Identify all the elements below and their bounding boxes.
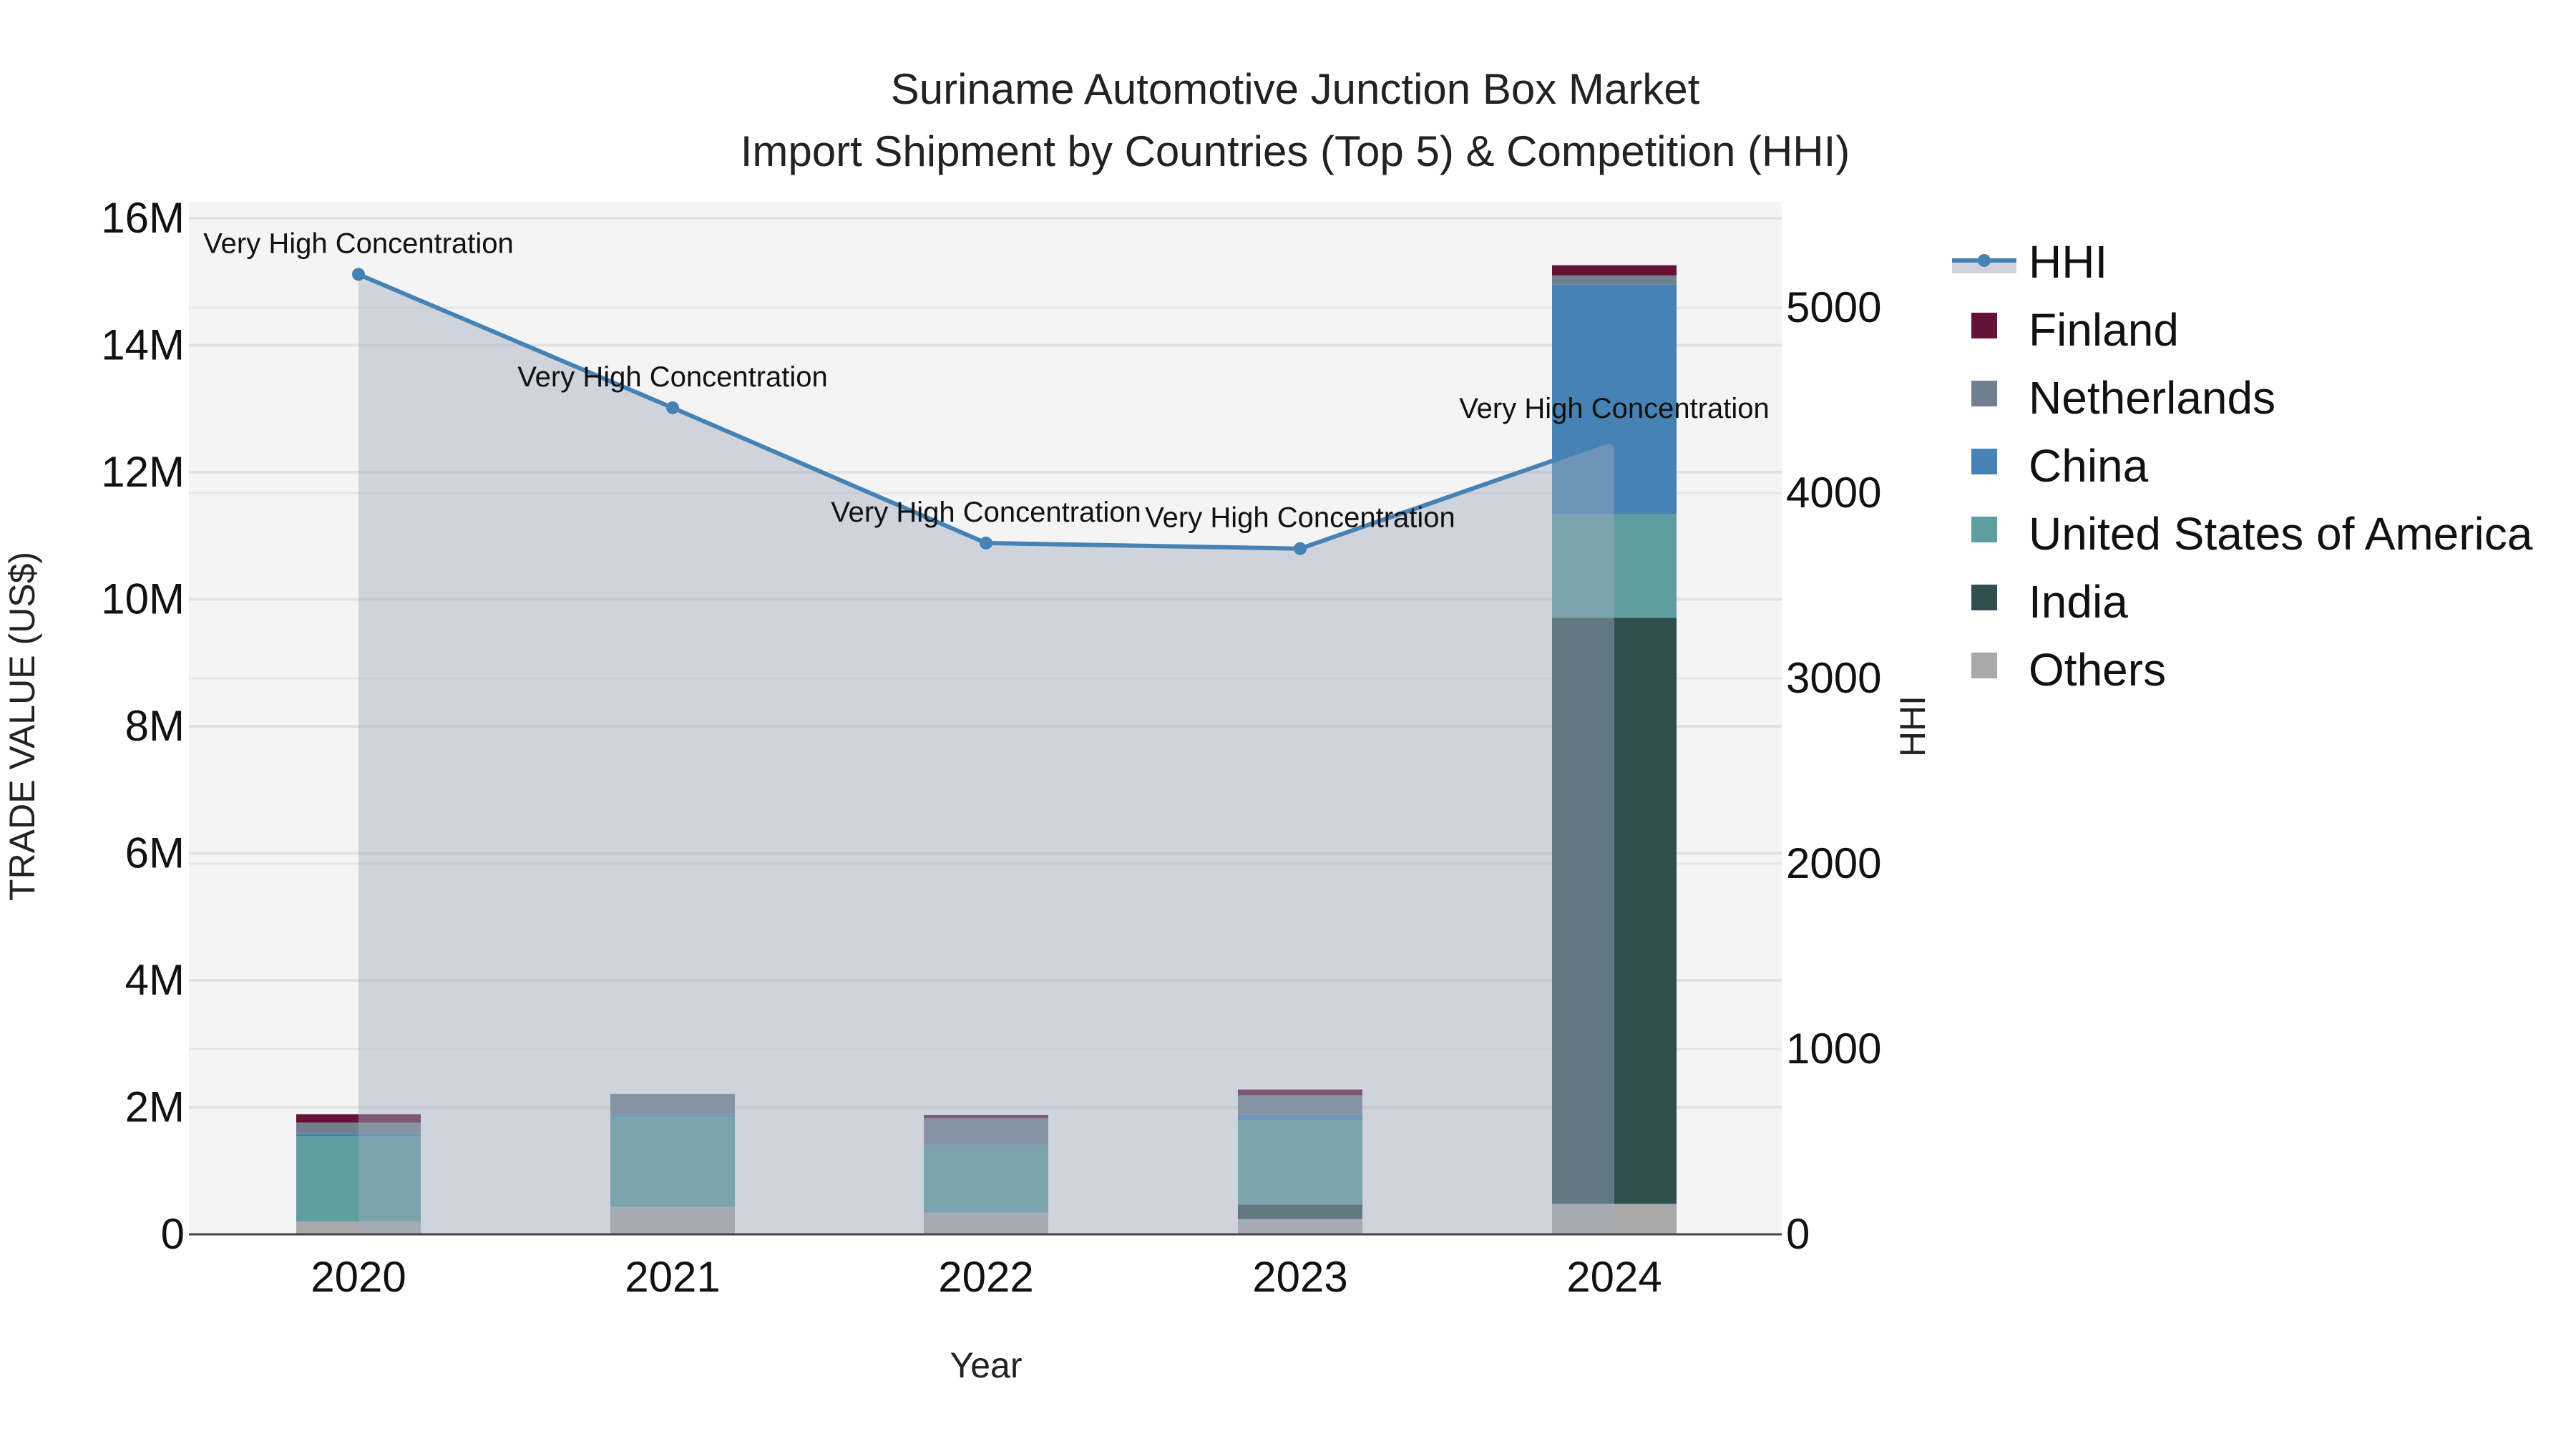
x-tick-label: 2023 xyxy=(1252,1253,1347,1301)
y-left-tick-label: 0 xyxy=(161,1210,185,1258)
bar-segment-others[interactable] xyxy=(610,1206,735,1234)
bar-segment-others[interactable] xyxy=(1552,1204,1677,1234)
hhi-marker[interactable] xyxy=(980,536,992,550)
y-axis-right-ticks: 0 1000 2000 3000 4000 5000 xyxy=(1786,283,1881,1258)
hhi-marker[interactable] xyxy=(666,401,679,414)
legend-item-hhi[interactable]: HHI xyxy=(1952,236,2107,288)
y-left-tick-label: 12M xyxy=(101,448,185,496)
chart-title-line2: Import Shipment by Countries (Top 5) & C… xyxy=(741,127,1850,175)
y-left-tick-label: 8M xyxy=(125,702,185,750)
plot-area xyxy=(189,202,1782,1234)
bar-segment-china[interactable] xyxy=(296,1133,421,1137)
legend-item-finland[interactable]: Finland xyxy=(1971,304,2179,356)
bar-segment-netherlands[interactable] xyxy=(296,1122,421,1134)
legend-label: Netherlands xyxy=(2029,372,2275,424)
x-tick-label: 2024 xyxy=(1566,1253,1662,1301)
y-axis-left-ticks: 0 2M 4M 6M 8M 10M 12M 14M 16M xyxy=(101,194,185,1258)
bar-segment-united-states-of-america[interactable] xyxy=(610,1116,735,1207)
bar-segment-united-states-of-america[interactable] xyxy=(924,1145,1048,1213)
legend-marker-icon xyxy=(1978,254,1991,267)
x-tick-label: 2022 xyxy=(938,1253,1033,1301)
legend-swatch-icon xyxy=(1971,313,1997,338)
hhi-marker[interactable] xyxy=(1608,432,1621,446)
hhi-marker[interactable] xyxy=(352,268,365,281)
bar-segment-china[interactable] xyxy=(1552,284,1677,514)
y-left-tick-label: 2M xyxy=(125,1083,185,1131)
bar-segment-netherlands[interactable] xyxy=(924,1118,1048,1145)
x-tick-label: 2020 xyxy=(311,1253,406,1301)
bar-segment-finland[interactable] xyxy=(1238,1089,1362,1096)
legend-label: China xyxy=(2029,440,2149,492)
y-left-tick-label: 14M xyxy=(101,321,185,369)
legend-item-india[interactable]: India xyxy=(1971,576,2128,628)
x-tick-label: 2021 xyxy=(625,1253,720,1301)
hhi-marker[interactable] xyxy=(1294,542,1307,555)
bar-segment-netherlands[interactable] xyxy=(610,1093,735,1115)
hhi-annotation: Very High Concentration xyxy=(517,361,828,393)
bar-segment-others[interactable] xyxy=(1238,1219,1362,1234)
legend-item-china[interactable]: China xyxy=(1971,440,2149,492)
bar-segment-china[interactable] xyxy=(924,1144,1048,1146)
bar-segment-india[interactable] xyxy=(1552,618,1677,1204)
y-right-tick-label: 0 xyxy=(1786,1210,1810,1258)
bar-segment-united-states-of-america[interactable] xyxy=(296,1136,421,1222)
legend-label: Finland xyxy=(2029,304,2179,356)
legend-label: Others xyxy=(2029,644,2166,696)
bar-segment-united-states-of-america[interactable] xyxy=(1552,514,1677,618)
x-axis-ticks: 2020 2021 2022 2023 2024 xyxy=(311,1253,1662,1301)
legend-label: United States of America xyxy=(2029,508,2533,560)
legend-item-others[interactable]: Others xyxy=(1971,644,2166,696)
bar-segment-others[interactable] xyxy=(924,1212,1048,1234)
bar-segment-others[interactable] xyxy=(296,1221,421,1234)
legend-item-united-states-of-america[interactable]: United States of America xyxy=(1971,508,2533,560)
stacked-bars xyxy=(296,265,1677,1234)
y-right-tick-label: 3000 xyxy=(1786,654,1881,702)
legend-swatch-icon xyxy=(1971,585,1997,610)
legend-label: HHI xyxy=(2029,236,2107,288)
y-right-tick-label: 1000 xyxy=(1786,1025,1881,1073)
legend-label: India xyxy=(2029,576,2128,628)
bar-segment-united-states-of-america[interactable] xyxy=(1238,1120,1362,1205)
y-right-tick-label: 2000 xyxy=(1786,839,1881,887)
y-right-tick-label: 4000 xyxy=(1786,469,1881,517)
hhi-annotation: Very High Concentration xyxy=(831,497,1141,528)
y-left-tick-label: 10M xyxy=(101,575,185,623)
bar-segment-china[interactable] xyxy=(610,1114,735,1116)
hhi-annotation: Very High Concentration xyxy=(1459,393,1770,424)
legend: HHI Finland Netherlands China United States … xyxy=(1952,236,2533,696)
legend-swatch-icon xyxy=(1971,449,1997,474)
hhi-annotation: Very High Concentration xyxy=(203,228,514,259)
bar-segment-netherlands[interactable] xyxy=(1238,1095,1362,1115)
legend-item-netherlands[interactable]: Netherlands xyxy=(1971,372,2275,424)
bar-segment-india[interactable] xyxy=(1238,1204,1362,1219)
bar-segment-china[interactable] xyxy=(1238,1114,1362,1121)
y-right-tick-label: 5000 xyxy=(1786,283,1881,331)
legend-swatch-icon xyxy=(1971,517,1997,542)
y-left-tick-label: 16M xyxy=(101,194,185,242)
bar-segment-finland[interactable] xyxy=(924,1115,1048,1118)
hhi-annotation: Very High Concentration xyxy=(1145,502,1455,534)
y-left-tick-label: 6M xyxy=(125,829,185,877)
bar-segment-finland[interactable] xyxy=(1552,265,1677,275)
hhi-series xyxy=(352,268,1621,1234)
bar-segment-finland[interactable] xyxy=(296,1114,421,1123)
gridlines xyxy=(189,217,1782,1109)
bar-segment-netherlands[interactable] xyxy=(1552,275,1677,285)
y-axis-left-title: TRADE VALUE (US$) xyxy=(2,552,42,901)
legend-swatch-icon xyxy=(1971,381,1997,406)
y-axis-right-title: HHI xyxy=(1893,696,1933,757)
chart-title-line1: Suriname Automotive Junction Box Market xyxy=(891,65,1700,113)
y-left-tick-label: 4M xyxy=(125,956,185,1004)
legend-swatch-icon xyxy=(1971,653,1997,678)
x-axis-title: Year xyxy=(950,1345,1022,1385)
hhi-area xyxy=(358,274,1614,1234)
